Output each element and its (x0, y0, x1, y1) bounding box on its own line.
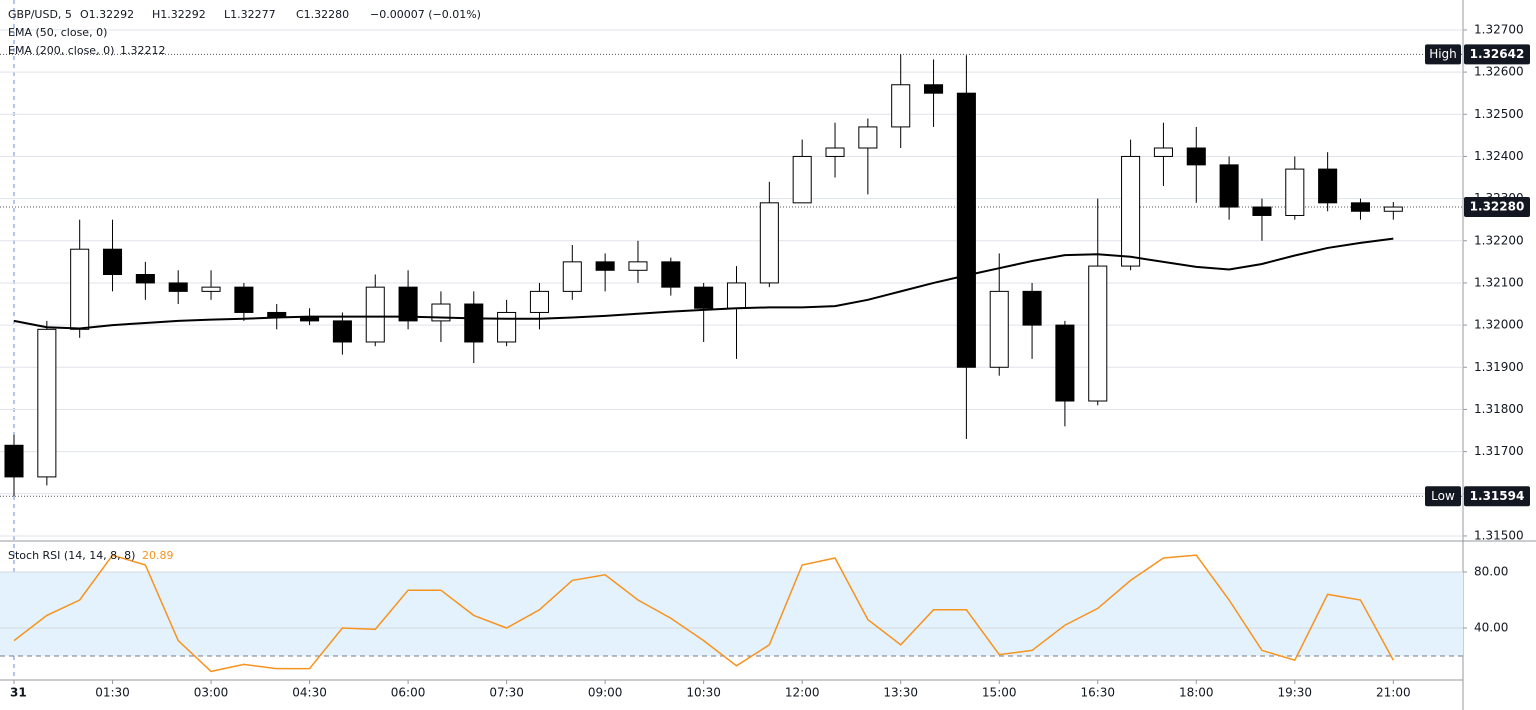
x-tick-label: 15:00 (982, 686, 1017, 700)
y-tick-label: 1.31900 (1474, 360, 1524, 374)
candle-body (529, 290, 549, 313)
y-tick-label: 1.32000 (1474, 318, 1524, 332)
legend: EMA (50, close, 0) EMA (200, close, 0) 1.3… (8, 8, 481, 562)
candle-body (1088, 265, 1108, 402)
candle-body (1121, 155, 1141, 267)
candle-body (267, 311, 287, 318)
candle-body (1219, 164, 1239, 208)
candle-body (792, 155, 812, 204)
candle-body (1285, 168, 1305, 216)
ema-line (13, 237, 1394, 330)
candle-body (102, 248, 123, 276)
candle-body (464, 303, 484, 343)
indicator-name: EMA (50, close, 0) (8, 26, 107, 39)
candle-body (201, 286, 221, 292)
price-badge (1464, 486, 1530, 507)
candle-body (1252, 206, 1272, 216)
x-tick-label: 31 (10, 686, 27, 700)
marker-tag-label: High (1429, 47, 1457, 61)
price-badge-label: 1.32280 (1470, 200, 1525, 214)
x-tick-label: 09:00 (588, 686, 623, 700)
y-tick-label: 1.32200 (1474, 233, 1524, 247)
y-tick-label: 1.32500 (1474, 107, 1524, 121)
x-tick-label: 16:30 (1080, 686, 1115, 700)
candle-body (168, 282, 188, 292)
candle-body (562, 261, 582, 292)
price-badge-label: 1.32642 (1470, 47, 1525, 61)
stoch-pane (0, 554, 1463, 673)
x-tick-label: 19:30 (1277, 686, 1312, 700)
candle-body (1383, 206, 1403, 212)
candle-body (365, 286, 385, 343)
y-tick-label: 1.32600 (1474, 65, 1524, 79)
x-tick-label: 07:30 (489, 686, 524, 700)
candle-body (661, 261, 681, 288)
marker-tag (1425, 44, 1461, 65)
axes: 1.327001.326001.325001.324001.323001.322… (10, 22, 1530, 700)
candle-body (989, 290, 1009, 368)
x-tick-label: 06:00 (391, 686, 426, 700)
y-tick-label: 1.32100 (1474, 275, 1524, 289)
x-tick-label: 18:00 (1179, 686, 1214, 700)
marker-tag-label: Low (1431, 489, 1455, 503)
candle-body (1318, 168, 1338, 204)
x-tick-label: 03:00 (194, 686, 229, 700)
marker-tag (1425, 486, 1461, 507)
indicator-value: 1.32212 (120, 44, 166, 57)
candle-body (694, 286, 714, 309)
candle-body (924, 84, 944, 94)
indicator-name: EMA (200, close, 0) (8, 44, 114, 57)
price-badge-label: 1.31594 (1470, 489, 1525, 503)
x-tick-label: 10:30 (686, 686, 721, 700)
candle-body (1055, 324, 1075, 402)
candle-body (398, 286, 418, 322)
y-tick-label: 1.31700 (1474, 444, 1524, 458)
candle-body (332, 320, 352, 343)
stoch-band (0, 571, 1463, 657)
price-badge (1464, 197, 1530, 218)
candle-body (595, 261, 615, 271)
candle-body (825, 147, 845, 157)
symbol: GBP/USD, 5 (8, 8, 72, 21)
candle-body (135, 274, 155, 284)
candle-body (956, 92, 976, 368)
ohlc-label: L1.32277 (224, 8, 276, 21)
stoch-name: Stoch RSI (14, 14, 8, 8) (8, 549, 135, 562)
candle-body (628, 261, 648, 271)
ohlc-label: O1.32292 (80, 8, 134, 21)
x-tick-label: 01:30 (95, 686, 130, 700)
change: −0.00007 (−0.01%) (370, 8, 481, 21)
main-pane (0, 29, 1463, 537)
y-tick-label: 1.32700 (1474, 22, 1524, 36)
ohlc-label: C1.32280 (296, 8, 349, 21)
x-tick-label: 04:30 (292, 686, 327, 700)
x-tick-label: 13:30 (883, 686, 918, 700)
candle-body (1350, 202, 1371, 212)
stoch-value: 20.89 (142, 549, 174, 562)
y-tick-label: 80.00 (1474, 564, 1508, 578)
y-tick-label: 1.31500 (1474, 528, 1524, 542)
price-badge (1464, 44, 1530, 65)
x-tick-label: 12:00 (785, 686, 820, 700)
candle-body (726, 282, 747, 309)
candle-body (1022, 290, 1042, 326)
y-tick-label: 40.00 (1474, 621, 1508, 635)
candle-body (891, 84, 911, 128)
candle-body (234, 286, 254, 313)
candle-body (858, 126, 878, 149)
candle-body (37, 328, 57, 478)
y-tick-label: 1.32400 (1474, 149, 1524, 163)
candle-body (1153, 147, 1173, 157)
candle-body (70, 248, 90, 330)
candle-body (497, 311, 517, 343)
stoch-line (13, 554, 1394, 673)
y-tick-label: 1.31800 (1474, 402, 1524, 416)
x-tick-label: 21:00 (1376, 686, 1411, 700)
candle-body (759, 202, 779, 284)
ohlc-label: H1.32292 (152, 8, 206, 21)
candle-body (4, 444, 24, 478)
candle-body (1186, 147, 1206, 166)
